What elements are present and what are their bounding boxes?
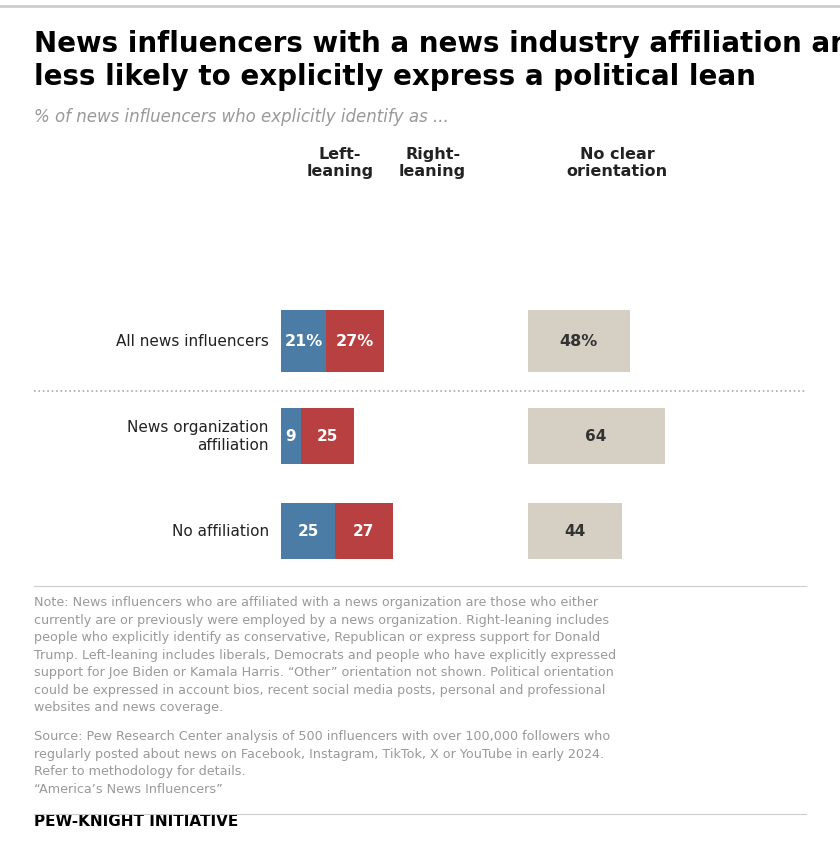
Bar: [327, 310, 384, 372]
Text: 21%: 21%: [285, 334, 323, 349]
Bar: [528, 310, 630, 372]
Text: All news influencers: All news influencers: [116, 334, 269, 349]
Text: 44: 44: [564, 524, 585, 539]
Bar: [281, 408, 301, 465]
Bar: [301, 408, 354, 465]
Text: 27%: 27%: [336, 334, 375, 349]
Text: Left-
leaning: Left- leaning: [307, 147, 374, 179]
Text: No affiliation: No affiliation: [171, 524, 269, 539]
Text: 25: 25: [317, 429, 339, 444]
Text: Note: News influencers who are affiliated with a news organization are those who: Note: News influencers who are affiliate…: [34, 596, 616, 715]
Bar: [528, 503, 622, 560]
Text: News organization
affiliation: News organization affiliation: [128, 420, 269, 453]
Text: News influencers with a news industry affiliation are
less likely to explicitly : News influencers with a news industry af…: [34, 30, 840, 91]
Text: No clear
orientation: No clear orientation: [567, 147, 668, 179]
Text: 27: 27: [353, 524, 375, 539]
Text: % of news influencers who explicitly identify as ...: % of news influencers who explicitly ide…: [34, 108, 449, 126]
Text: 25: 25: [297, 524, 319, 539]
Bar: [528, 408, 664, 465]
Bar: [281, 503, 335, 560]
Text: 48%: 48%: [559, 334, 598, 349]
Text: Source: Pew Research Center analysis of 500 influencers with over 100,000 follow: Source: Pew Research Center analysis of …: [34, 730, 610, 796]
Text: 64: 64: [585, 429, 606, 444]
Bar: [281, 310, 327, 372]
Bar: [335, 503, 393, 560]
Text: 9: 9: [286, 429, 297, 444]
Text: Right-
leaning: Right- leaning: [399, 147, 466, 179]
Text: PEW-KNIGHT INITIATIVE: PEW-KNIGHT INITIATIVE: [34, 815, 238, 829]
